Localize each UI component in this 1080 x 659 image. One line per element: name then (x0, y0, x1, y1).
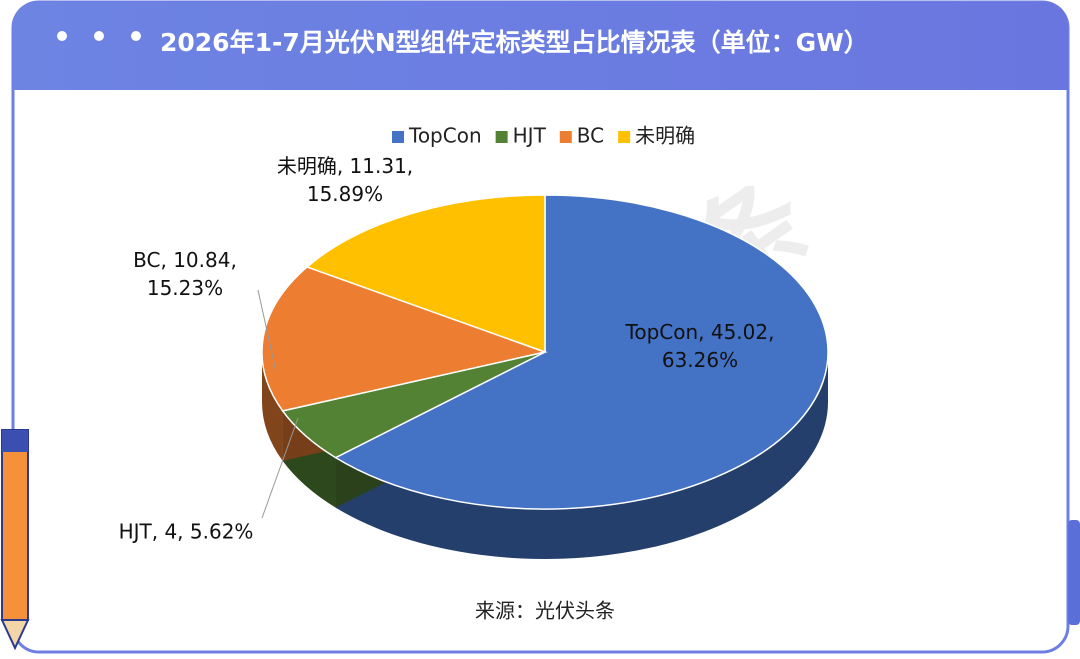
leader-line (257, 289, 277, 373)
source: 来源：光伏头条 (475, 599, 615, 623)
slice (261, 266, 548, 412)
label-line: 15.23% (147, 276, 223, 300)
label-line: TopCon, 45.02, (625, 320, 775, 344)
legend-swatch (495, 131, 508, 143)
label-line: 63.26% (662, 348, 738, 372)
dot (131, 31, 141, 41)
dot (57, 31, 67, 41)
legend-label: BC (577, 124, 604, 148)
legend-swatch (559, 131, 572, 143)
legend-swatch (618, 131, 631, 143)
leader-line (261, 417, 299, 519)
header-bar (13, 2, 1068, 90)
legend-swatch (392, 131, 404, 143)
label-line: 15.89% (307, 182, 383, 206)
label-line: 未明确, 11.31, (277, 154, 413, 178)
dot (94, 31, 104, 41)
data-label: BC, 10.84, 15.23% (133, 248, 237, 300)
data-label: TopCon, 45.02, 63.26% (625, 320, 775, 372)
side-tab (1068, 520, 1080, 625)
data-label: HJT, 4, 5.62% (119, 520, 254, 544)
label-line: BC, 10.84, (133, 248, 237, 272)
legend-label: 未明确 (635, 124, 695, 148)
slice-side (335, 352, 828, 559)
data-label: 未明确, 11.31, 15.89% (277, 154, 413, 206)
pencil (0, 429, 30, 651)
chart-title: 2026年1-7月光伏N型组件定标类型占比情况表（单位：GW） (160, 28, 869, 57)
legend-label: TopCon (408, 124, 482, 148)
legend-label: HJT (513, 124, 547, 148)
slice (305, 194, 546, 354)
slice-side (262, 352, 283, 461)
slice (334, 194, 829, 510)
